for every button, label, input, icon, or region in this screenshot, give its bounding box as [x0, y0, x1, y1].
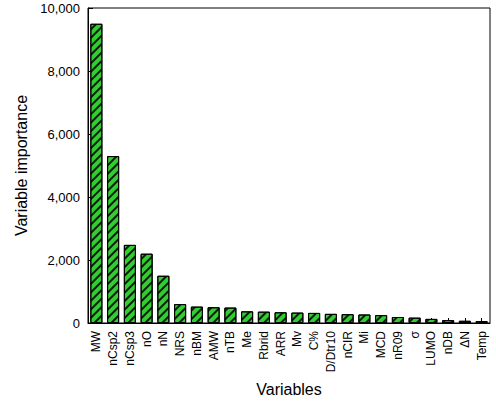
svg-text:MW: MW	[89, 330, 103, 352]
svg-text:Me: Me	[240, 331, 254, 348]
svg-text:4,000: 4,000	[47, 190, 80, 205]
svg-text:nBM: nBM	[190, 331, 204, 356]
svg-text:nDB: nDB	[441, 331, 455, 354]
svg-text:nO: nO	[140, 331, 154, 347]
svg-text:ARR: ARR	[274, 331, 288, 357]
svg-text:nCsp2: nCsp2	[106, 331, 120, 366]
svg-text:nCIR: nCIR	[341, 331, 355, 359]
svg-text:σ: σ	[408, 330, 422, 338]
svg-text:NRS: NRS	[173, 331, 187, 356]
svg-text:C%: C%	[307, 331, 321, 351]
svg-text:Rbrid: Rbrid	[257, 331, 271, 360]
svg-text:Variables: Variables	[256, 381, 322, 398]
svg-text:6,000: 6,000	[47, 127, 80, 142]
svg-text:2,000: 2,000	[47, 253, 80, 268]
svg-text:D/Dtr10: D/Dtr10	[324, 331, 338, 373]
svg-text:Mv: Mv	[290, 331, 304, 347]
svg-text:Mi: Mi	[357, 331, 371, 344]
svg-text:ΔN: ΔN	[458, 331, 472, 348]
svg-text:nTB: nTB	[223, 331, 237, 353]
svg-text:8,000: 8,000	[47, 64, 80, 79]
svg-text:MCD: MCD	[374, 331, 388, 359]
svg-text:AMW: AMW	[207, 330, 221, 360]
svg-text:nR09: nR09	[391, 331, 405, 360]
svg-text:10,000: 10,000	[40, 1, 80, 16]
svg-text:Variable importance: Variable importance	[13, 95, 30, 236]
svg-text:0: 0	[73, 316, 80, 331]
svg-text:nCsp3: nCsp3	[123, 331, 137, 366]
svg-text:Temp: Temp	[475, 331, 489, 361]
svg-text:LUMO: LUMO	[424, 331, 438, 366]
svg-text:nN: nN	[156, 331, 170, 346]
